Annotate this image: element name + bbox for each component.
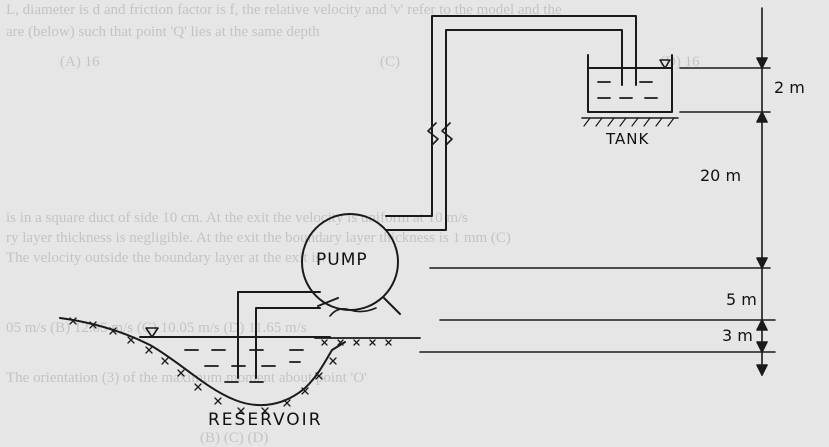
reservoir-label: RESERVOIR xyxy=(208,410,323,430)
bleed-line: (B) (C) (D) xyxy=(200,430,269,446)
tank-water-dashes xyxy=(597,81,658,99)
dim-tank-depth-label: 2 m xyxy=(774,78,805,97)
pipe-break-mark xyxy=(427,122,453,146)
pump-base xyxy=(317,297,401,315)
bleed-line: (D) 16 xyxy=(660,54,700,70)
bleed-line: L, diameter is d and friction factor is … xyxy=(6,2,562,18)
bleed-line: The velocity outside the boundary layer … xyxy=(6,250,326,266)
elevation-reference-lines xyxy=(419,67,776,353)
reservoir-ground xyxy=(59,317,346,407)
dim-lift-label: 20 m xyxy=(700,166,742,185)
ground-hatching xyxy=(69,317,337,415)
suction-pipe xyxy=(237,291,321,379)
dim-pump-above-label: 5 m xyxy=(726,290,757,309)
bleed-line: The orientation (3) of the maximum momen… xyxy=(6,370,367,386)
bleed-line: (A) 16 xyxy=(60,54,100,70)
water-level-marker xyxy=(145,327,159,338)
dim-pump-below-label: 3 m xyxy=(722,326,753,345)
tank-label: TANK xyxy=(606,130,650,148)
tank-level-marker xyxy=(659,59,671,69)
bleed-line: are (below) such that point 'Q' lies at … xyxy=(6,24,320,40)
dimension-arrows xyxy=(756,57,768,376)
pump-base-hatching xyxy=(321,339,392,346)
bleed-line: ry layer thickness is negligible. At the… xyxy=(6,230,511,246)
bleed-line: (C) xyxy=(380,54,400,70)
pump-label: PUMP xyxy=(316,250,368,270)
reservoir-water-dashes xyxy=(184,349,304,383)
delivery-pipe xyxy=(385,15,637,231)
tank-walls xyxy=(587,54,673,113)
tank-support-hatching xyxy=(583,117,675,127)
